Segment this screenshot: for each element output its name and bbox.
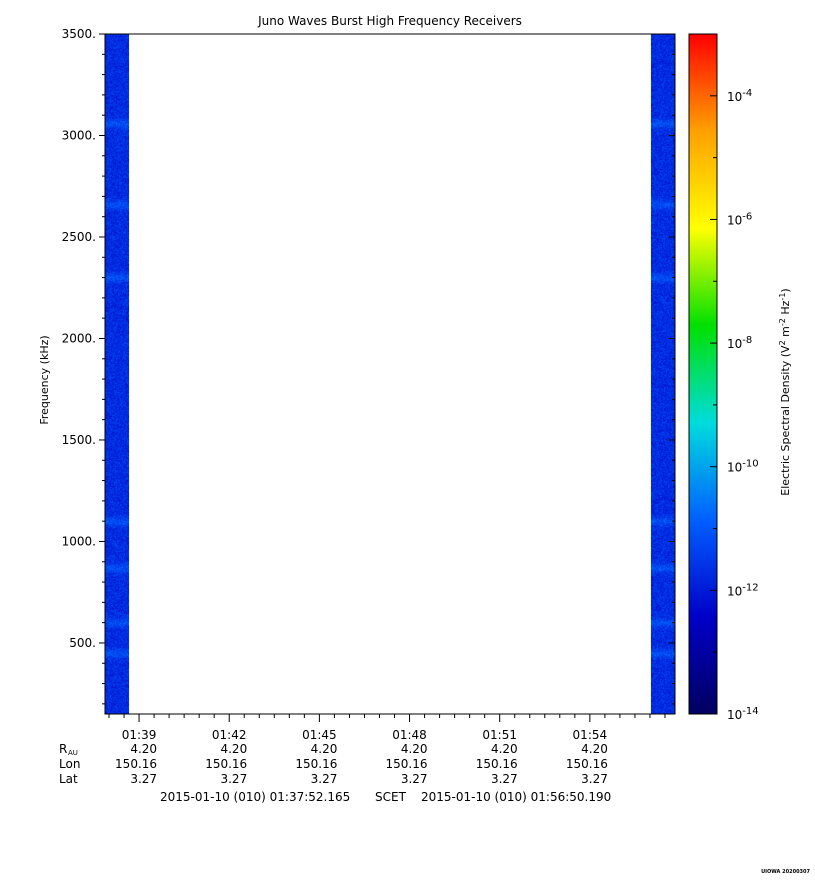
- time-range-scet: SCET: [375, 790, 407, 804]
- x-tick-label: 01:48: [392, 728, 427, 742]
- colorbar: [688, 33, 718, 715]
- colorbar-tick-label: 10-4: [727, 88, 752, 104]
- ephemeris-value: 3.27: [491, 772, 518, 786]
- chart-title: Juno Waves Burst High Frequency Receiver…: [257, 14, 522, 28]
- ephemeris-value: 150.16: [205, 757, 247, 771]
- time-range-start: 2015-01-10 (010) 01:37:52.165: [160, 790, 350, 804]
- y-axis: 500. 1000. 1500. 2000. 2500. 3000. 3500.: [62, 27, 675, 705]
- y-tick-label: 1500.: [62, 433, 96, 447]
- footer-stamp: UIOWA 20200307: [761, 869, 810, 875]
- colorbar-label: Electric Spectral Density (V2 m-2 Hz-1): [778, 288, 792, 495]
- ephemeris-row-label: Lat: [59, 772, 78, 786]
- ephemeris-value: 4.20: [130, 742, 157, 756]
- ephemeris-value: 3.27: [130, 772, 157, 786]
- ephemeris-value: 150.16: [295, 757, 337, 771]
- x-axis: 01:39 01:42 01:45 01:48 01:51 01:54: [108, 714, 666, 742]
- colorbar-tick-label: 10-14: [727, 706, 759, 722]
- ephemeris-value: 4.20: [491, 742, 518, 756]
- ephemeris-value: 150.16: [566, 757, 608, 771]
- ephemeris-value: 4.20: [311, 742, 338, 756]
- ephemeris-row-label: R: [59, 742, 67, 756]
- ephemeris-row-label: Lon: [59, 757, 80, 771]
- y-tick-label: 2500.: [62, 230, 96, 244]
- ephemeris-value: 3.27: [311, 772, 338, 786]
- colorbar-axis: 10-4 10-6 10-8 10-10 10-12 10-14: [710, 33, 759, 722]
- y-tick-label: 2000.: [62, 331, 96, 345]
- ephemeris-value: 3.27: [581, 772, 608, 786]
- y-tick-label: 1000.: [62, 534, 96, 548]
- y-tick-label: 3000.: [62, 128, 96, 142]
- ephemeris-value: 150.16: [386, 757, 428, 771]
- x-tick-label: 01:54: [573, 728, 608, 742]
- colorbar-tick-label: 10-6: [727, 211, 752, 227]
- colorbar-tick-label: 10-12: [727, 582, 759, 598]
- ephemeris-value: 3.27: [220, 772, 247, 786]
- x-tick-label: 01:45: [302, 728, 337, 742]
- spectrogram-data-layer: [105, 34, 675, 714]
- spectrogram-block-1: [105, 34, 130, 714]
- ephemeris-value: 150.16: [476, 757, 518, 771]
- time-range-end: 2015-01-10 (010) 01:56:50.190: [421, 790, 611, 804]
- ephemeris-row-label-sub: AU: [68, 749, 78, 757]
- x-tick-label: 01:42: [212, 728, 247, 742]
- colorbar-tick-label: 10-8: [727, 335, 752, 351]
- ephemeris-table: R AU 4.20 4.20 4.20 4.20 4.20 4.20 Lon 150.16 150.…: [59, 742, 608, 786]
- x-tick-label: 01:51: [482, 728, 517, 742]
- y-axis-label: Frequency (kHz): [38, 335, 51, 424]
- ephemeris-value: 4.20: [581, 742, 608, 756]
- colorbar-tick-label: 10-10: [727, 459, 759, 475]
- ephemeris-value: 3.27: [401, 772, 428, 786]
- plot-frame: [104, 33, 676, 715]
- x-tick-label: 01:39: [122, 728, 157, 742]
- ephemeris-value: 150.16: [115, 757, 157, 771]
- spectrogram-block-2: [650, 34, 675, 714]
- y-tick-label: 3500.: [62, 27, 96, 41]
- y-tick-label: 500.: [69, 636, 96, 650]
- ephemeris-value: 4.20: [220, 742, 247, 756]
- ephemeris-value: 4.20: [401, 742, 428, 756]
